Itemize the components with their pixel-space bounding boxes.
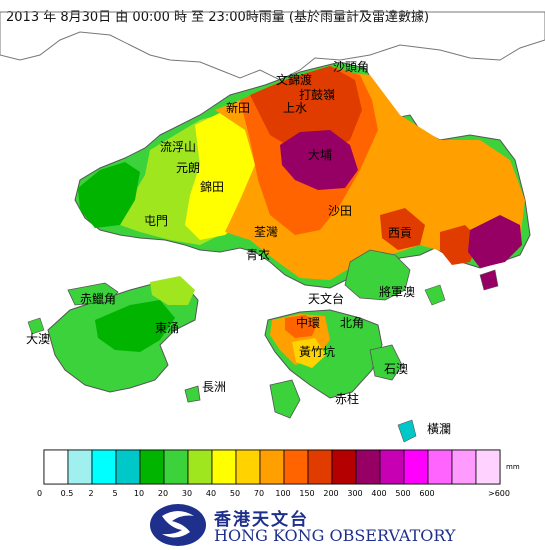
place-yuen-long: 元朗 [176, 161, 200, 175]
chek-lap-kok-island [67, 282, 119, 306]
place-waglan: 橫瀾 [427, 422, 451, 436]
hko-logo-chinese: 香港天文台 [214, 510, 309, 530]
legend-swatch-1 [67, 449, 93, 485]
legend-tick-12: 200 [323, 489, 338, 498]
legend-tick-7: 40 [206, 489, 216, 498]
legend-swatch-16 [427, 449, 453, 485]
legend-swatch-7 [211, 449, 237, 485]
tai-po-maximum [280, 130, 358, 190]
kowloon-green [344, 249, 411, 301]
place-man-kam-to: 文錦渡 [276, 72, 312, 87]
legend-tick-4: 10 [134, 489, 144, 498]
legend-swatch-9 [259, 449, 285, 485]
place-labels: 沙頭角 文錦渡 打鼓嶺 新田 上水 流浮山 元朗 錦田 大埔 屯門 沙田 西貢 … [26, 60, 451, 436]
legend-tick-labels: 0 0.5 2 5 10 20 30 40 50 70 100 150 200 300 400 500 600 >… [37, 489, 510, 498]
lantau-dark-green [95, 300, 175, 352]
western-islet [27, 317, 45, 335]
legend-tick-2: 2 [88, 489, 93, 498]
legend-swatch-17 [451, 449, 477, 485]
place-cheung-chau: 長洲 [202, 380, 226, 394]
rainfall-legend: 0 0.5 2 5 10 20 30 40 50 70 100 150 200 300 400 500 600 >… [37, 449, 520, 498]
nt-dark-red-band [250, 66, 362, 155]
legend-tick-13: 300 [347, 489, 362, 498]
east-small-island [424, 284, 446, 306]
legend-swatch-10 [283, 449, 309, 485]
legend-tick-8: 50 [230, 489, 240, 498]
place-kam-tin: 錦田 [200, 179, 224, 194]
map-title: 2013 年 8月30日 由 00:00 時 至 23:00時雨量 (基於雨量計… [6, 10, 430, 25]
place-tai-o: 大澳 [26, 332, 50, 346]
legend-tick-11: 150 [299, 489, 314, 498]
legend-tick-1: 0.5 [61, 489, 74, 498]
place-san-tin: 新田 [226, 100, 250, 115]
place-sai-kung: 西貢 [388, 226, 412, 240]
place-tsuen-wan: 荃灣 [254, 225, 278, 239]
hko-logo-english: HONG KONG OBSERVATORY [214, 526, 456, 545]
mainland-outline [0, 11, 545, 81]
place-tsing-yi: 青衣 [246, 247, 270, 262]
shek-o-green [369, 344, 403, 381]
sai-kung-dark-red [380, 208, 425, 250]
legend-swatch-5 [163, 449, 189, 485]
lamma-island [269, 379, 301, 419]
legend-tick-10: 100 [275, 489, 290, 498]
legend-swatch-2 [91, 449, 117, 485]
legend-tick-3: 5 [112, 489, 117, 498]
legend-tick-9: 70 [254, 489, 264, 498]
place-shek-o: 石澳 [384, 362, 408, 376]
place-sha-tin: 沙田 [328, 204, 352, 218]
legend-swatch-11 [307, 449, 333, 485]
place-tung-chung: 東涌 [155, 321, 179, 335]
cheung-chau-island [184, 385, 201, 403]
place-observatory: 天文台 [308, 291, 344, 306]
legend-swatches [43, 449, 501, 485]
legend-swatch-18 [475, 449, 501, 485]
legend-swatch-13 [355, 449, 381, 485]
legend-swatch-15 [403, 449, 429, 485]
hk-island-red [285, 315, 318, 338]
legend-tick-6: 30 [182, 489, 192, 498]
place-tuen-mun: 屯門 [144, 214, 168, 228]
place-sha-tau-kok: 沙頭角 [333, 60, 369, 74]
place-chek-lap-kok: 赤鱲角 [80, 292, 116, 306]
legend-unit: mm [506, 463, 520, 471]
legend-swatch-4 [139, 449, 165, 485]
legend-tick-16: 600 [419, 489, 434, 498]
legend-swatch-12 [331, 449, 357, 485]
place-central: 中環 [296, 315, 320, 330]
legend-tick-17: >600 [488, 489, 510, 498]
east-purple [468, 215, 522, 268]
place-tseung-kwan-o: 將軍澳 [379, 284, 415, 299]
hko-logo-mark [150, 504, 206, 546]
legend-swatch-3 [115, 449, 141, 485]
nt-west-green [78, 162, 140, 228]
east-small-island-2 [479, 269, 499, 291]
place-north-point: 北角 [340, 316, 364, 330]
lantau-yellow-green [150, 276, 195, 305]
legend-tick-14: 400 [371, 489, 386, 498]
hk-island-yellow [292, 338, 326, 368]
place-tai-po: 大埔 [308, 148, 332, 162]
place-sheung-shui: 上水 [283, 101, 307, 115]
legend-tick-5: 20 [158, 489, 168, 498]
legend-tick-15: 500 [395, 489, 410, 498]
place-wong-chuk-hang: 黃竹坑 [299, 344, 335, 359]
legend-swatch-14 [379, 449, 405, 485]
hko-logo: 香港天文台 HONG KONG OBSERVATORY [148, 502, 456, 548]
place-ta-kwu-ling: 打鼓嶺 [299, 88, 335, 102]
legend-swatch-0 [43, 449, 69, 485]
waglan-island [397, 419, 417, 443]
legend-swatch-8 [235, 449, 261, 485]
place-stanley: 赤柱 [335, 391, 359, 406]
legend-swatch-6 [187, 449, 213, 485]
legend-tick-0: 0 [37, 489, 42, 498]
place-lau-fau-shan: 流浮山 [160, 140, 196, 154]
